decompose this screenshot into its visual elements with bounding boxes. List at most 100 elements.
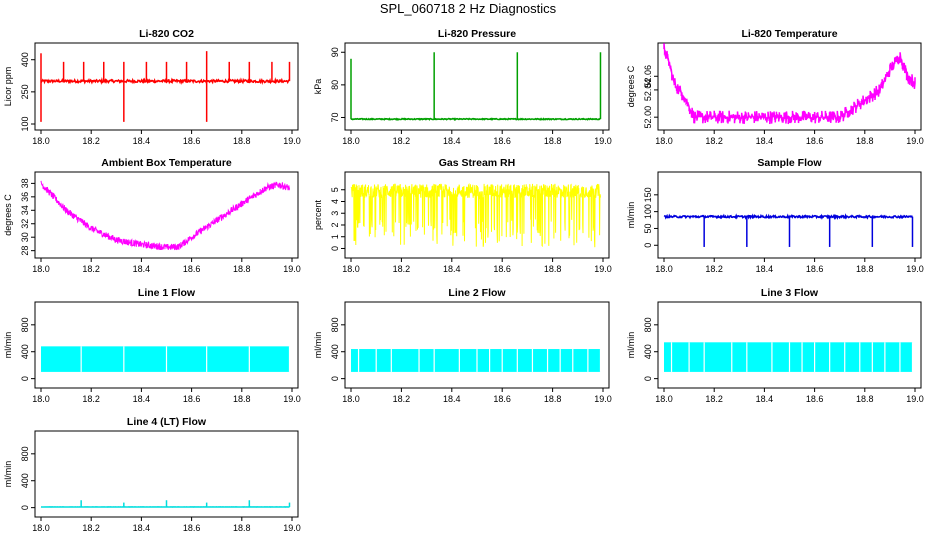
x-tick-label: 18.0 <box>342 264 360 274</box>
chart-panel-4: Ambient Box Temperature degrees C 18.0 18.2… <box>3 157 301 274</box>
y-tick-label: 30 <box>20 232 30 242</box>
y-axis-label: ml/min <box>626 332 636 359</box>
x-tick-label: 18.0 <box>32 136 50 146</box>
baseline-series <box>40 76 290 86</box>
x-tick-label: 18.6 <box>806 136 824 146</box>
panel-title: Li-820 Pressure <box>438 28 516 40</box>
y-tick-label: 5 <box>330 187 340 192</box>
y-axis-label: ml/min <box>626 202 636 229</box>
x-tick-label: 18.8 <box>233 136 251 146</box>
plot-frame <box>34 301 299 389</box>
y-axis-label: Licor ppm <box>3 67 13 107</box>
y-tick-label: 0 <box>330 376 340 381</box>
y-tick-label: 400 <box>20 473 30 488</box>
x-tick-label: 18.2 <box>82 136 100 146</box>
x-tick-label: 18.6 <box>183 523 201 533</box>
x-tick-label: 18.2 <box>393 394 411 404</box>
x-tick-label: 18.4 <box>443 394 461 404</box>
y-tick-label: 90 <box>330 47 340 57</box>
x-tick-label: 18.2 <box>393 136 411 146</box>
y-axis-label: ml/min <box>3 332 13 359</box>
y-tick-label: 1 <box>330 234 340 239</box>
x-tick-label: 18.0 <box>655 394 673 404</box>
chart-panel-8: Line 2 Flow ml/min 18.0 18.2 18.4 18.6 18.8 19.… <box>313 287 612 404</box>
chart-panel-6: Sample Flow ml/min 18.0 18.2 18.4 18.6 18.8 19.… <box>626 157 924 274</box>
plot-frame <box>657 171 922 259</box>
x-tick-label: 18.2 <box>82 394 100 404</box>
x-tick-label: 18.8 <box>856 264 874 274</box>
baseline-series <box>350 117 601 122</box>
y-tick-label: 2 <box>330 222 340 227</box>
x-tick-label: 18.0 <box>655 264 673 274</box>
plot-frame <box>344 42 610 131</box>
y-tick-label: 52.04 <box>643 79 653 102</box>
y-tick-label: 52.00 <box>643 106 653 129</box>
panel-title: Li-820 Temperature <box>741 28 837 40</box>
y-tick-label: 800 <box>643 317 653 332</box>
y-tick-label: 4 <box>330 199 340 204</box>
x-tick-label: 18.8 <box>233 394 251 404</box>
panel-title: Line 3 Flow <box>761 287 819 299</box>
x-tick-label: 19.0 <box>283 394 301 404</box>
x-tick-label: 18.4 <box>133 136 151 146</box>
y-tick-label: 3 <box>330 211 340 216</box>
y-tick-label: 70 <box>330 112 340 122</box>
y-tick-label: 0 <box>643 243 653 248</box>
x-tick-label: 18.4 <box>443 264 461 274</box>
x-tick-label: 18.2 <box>705 264 723 274</box>
figure-title: SPL_060718 2 Hz Diagnostics <box>379 1 557 16</box>
x-tick-label: 18.4 <box>133 394 151 404</box>
y-tick-label: 36 <box>20 192 30 202</box>
plot-frame <box>657 42 922 131</box>
x-tick-label: 18.0 <box>342 136 360 146</box>
x-tick-label: 18.2 <box>705 394 723 404</box>
y-tick-label: 0 <box>643 376 653 381</box>
chart-panel-3: Li-820 Temperature degrees C 18.0 18.2 18.4 1… <box>626 28 924 146</box>
y-axis-label: ml/min <box>313 332 323 359</box>
x-tick-label: 18.4 <box>443 136 461 146</box>
y-tick-label: 400 <box>643 344 653 359</box>
chart-panel-5: Gas Stream RH percent 18.0 18.2 18.4 18.6 18.8… <box>313 157 612 274</box>
x-tick-label: 18.8 <box>544 136 562 146</box>
y-tick-label: 100 <box>20 116 30 131</box>
y-tick-label: 800 <box>330 317 340 332</box>
y-tick-label: 400 <box>20 52 30 67</box>
y-tick-label: 400 <box>20 344 30 359</box>
ambient-temp-series <box>40 180 290 251</box>
panel-title: Line 2 Flow <box>448 287 506 299</box>
y-tick-label: 100 <box>643 204 653 219</box>
x-tick-label: 18.8 <box>544 394 562 404</box>
x-tick-label: 19.0 <box>906 394 924 404</box>
y-axis-label: kPa <box>313 79 323 95</box>
panel-title: Li-820 CO2 <box>139 28 194 40</box>
x-tick-label: 18.0 <box>342 394 360 404</box>
x-tick-label: 18.6 <box>806 264 824 274</box>
x-tick-label: 18.2 <box>393 264 411 274</box>
plot-frame <box>657 301 922 389</box>
flow-band <box>41 346 290 372</box>
chart-panel-9: Line 3 Flow ml/min 18.0 18.2 18.4 18.6 18.8 19.… <box>626 287 924 404</box>
y-tick-label: 0 <box>20 376 30 381</box>
chart-panel-2: Li-820 Pressure kPa 18.0 18.2 18.4 18.6 18.8 19… <box>313 28 612 146</box>
x-tick-label: 19.0 <box>906 136 924 146</box>
y-tick-label: 400 <box>330 344 340 359</box>
x-tick-label: 18.2 <box>82 264 100 274</box>
panel-title: Line 4 (LT) Flow <box>127 416 207 428</box>
x-tick-label: 18.6 <box>183 136 201 146</box>
x-tick-label: 18.8 <box>856 136 874 146</box>
y-tick-label: 800 <box>20 446 30 461</box>
y-tick-label: 150 <box>643 187 653 202</box>
x-tick-label: 19.0 <box>283 523 301 533</box>
x-tick-label: 18.4 <box>133 264 151 274</box>
x-tick-label: 18.6 <box>493 264 511 274</box>
y-tick-label: 80 <box>330 80 340 90</box>
chart-panel-7: Line 1 Flow ml/min 18.0 18.2 18.4 18.6 18.8 19.… <box>3 287 301 404</box>
x-tick-label: 19.0 <box>906 264 924 274</box>
plot-frame <box>344 171 610 259</box>
y-tick-label: 38 <box>20 178 30 188</box>
x-tick-label: 18.8 <box>233 523 251 533</box>
x-tick-label: 18.6 <box>493 136 511 146</box>
baseline-series <box>663 213 913 220</box>
y-tick-label: 32 <box>20 219 30 229</box>
x-tick-label: 19.0 <box>283 136 301 146</box>
